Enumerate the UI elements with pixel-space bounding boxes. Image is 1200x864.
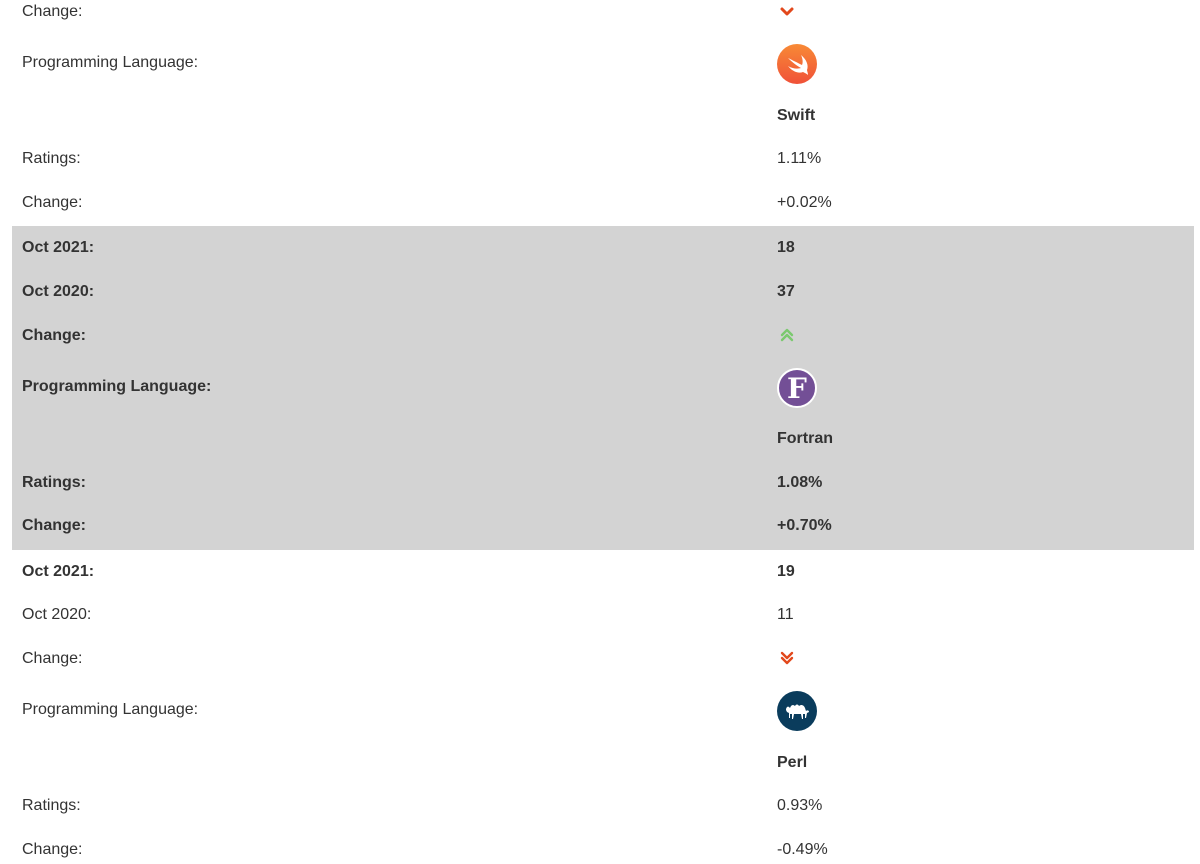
oct2020-rank: 37 — [777, 283, 795, 300]
double-chevron-down-icon — [779, 651, 795, 665]
perl-camel-logo-icon — [777, 691, 817, 731]
change-value: +0.70% — [777, 517, 832, 534]
ratings-value: 1.11% — [777, 150, 822, 167]
change-label: Change: — [22, 841, 83, 858]
ratings-label: Ratings: — [22, 150, 81, 167]
fortran-logo-icon: F — [777, 368, 817, 408]
fortran-logo-letter: F — [787, 372, 807, 405]
chevron-down-icon — [779, 5, 795, 19]
language-name: Swift — [777, 107, 816, 124]
language-label: Programming Language: — [22, 701, 199, 718]
ranking-entry-swift: Change: Programming Language: — [12, 0, 1194, 226]
oct2021-rank: 19 — [777, 563, 795, 580]
change-label: Change: — [22, 3, 83, 20]
ratings-label: Ratings: — [22, 474, 86, 491]
change-value: +0.02% — [777, 194, 832, 211]
ratings-value: 0.93% — [777, 797, 823, 814]
change-label: Change: — [22, 650, 83, 667]
oct2020-label: Oct 2020: — [22, 283, 95, 300]
oct2020-rank: 11 — [777, 606, 794, 623]
language-name: Fortran — [777, 430, 833, 447]
language-label: Programming Language: — [22, 378, 212, 395]
change-label: Change: — [22, 517, 86, 534]
double-chevron-up-icon — [779, 328, 795, 342]
ranking-entry-fortran: Oct 2021: 18 Oct 2020: 37 Change: Progra… — [12, 226, 1194, 550]
oct2020-label: Oct 2020: — [22, 606, 92, 623]
oct2021-label: Oct 2021: — [22, 563, 95, 580]
language-name: Perl — [777, 754, 808, 771]
swift-logo-icon — [777, 44, 817, 84]
change-label: Change: — [22, 194, 83, 211]
oct2021-label: Oct 2021: — [22, 239, 95, 256]
change-value: -0.49% — [777, 841, 828, 858]
language-label: Programming Language: — [22, 54, 199, 71]
ratings-label: Ratings: — [22, 797, 81, 814]
ranking-entry-perl: Oct 2021: 19 Oct 2020: 11 Change: Progra… — [12, 550, 1194, 864]
oct2021-rank: 18 — [777, 239, 795, 256]
change-label: Change: — [22, 327, 86, 344]
ratings-value: 1.08% — [777, 474, 823, 491]
